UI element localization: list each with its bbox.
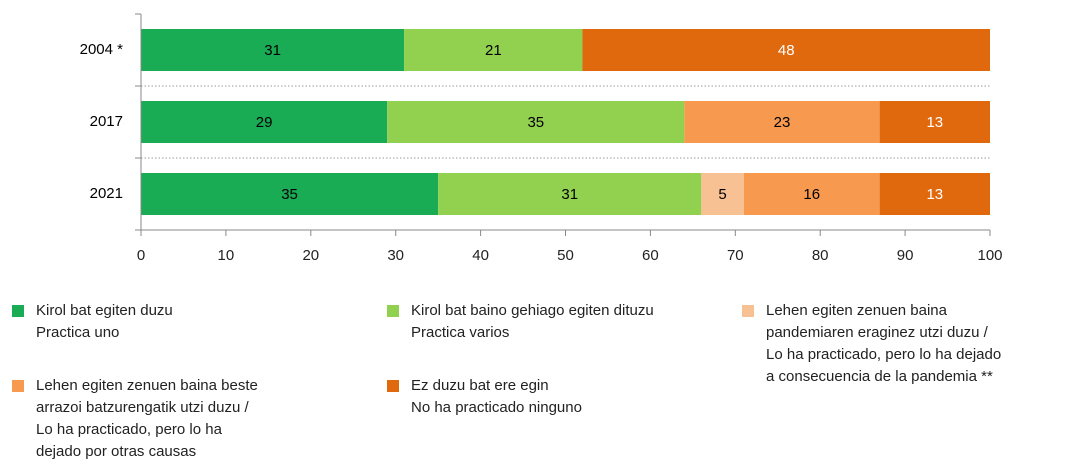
bar-segment (879, 173, 990, 215)
x-tick-label: 70 (727, 247, 744, 264)
data-label: 35 (527, 114, 544, 131)
x-tick-label: 60 (642, 247, 659, 264)
data-label: 13 (926, 114, 943, 131)
data-label: 16 (803, 186, 820, 203)
data-label: 35 (281, 186, 298, 203)
bar-segment (141, 101, 388, 143)
bar-segment (141, 173, 439, 215)
legend-swatch (742, 305, 754, 317)
data-label: 5 (718, 186, 726, 203)
bar-segment (387, 101, 685, 143)
bar-segment (141, 29, 405, 71)
x-tick-label: 20 (302, 247, 319, 264)
y-tick-label: 2021 (90, 185, 123, 202)
legend-swatch (387, 305, 399, 317)
legend-swatch (12, 305, 24, 317)
bar-segment (404, 29, 583, 71)
data-label: 48 (778, 42, 795, 59)
legend-label: Lehen egiten zenuen baina pandemiaren er… (766, 302, 1002, 385)
legend-swatch (12, 380, 24, 392)
x-tick-label: 10 (218, 247, 235, 264)
bar-segment (701, 173, 744, 215)
data-label: 13 (926, 186, 943, 203)
data-label: 21 (485, 42, 502, 59)
x-tick-label: 0 (137, 247, 145, 264)
legend-label: Kirol bat egiten duzu Practica uno (36, 302, 173, 341)
data-label: 31 (264, 42, 281, 59)
data-label: 31 (561, 186, 578, 203)
bar-segment (684, 101, 880, 143)
bar-segment (743, 173, 880, 215)
legend-label: Lehen egiten zenuen baina beste arrazoi … (36, 377, 258, 460)
x-tick-label: 30 (387, 247, 404, 264)
data-label: 23 (774, 114, 791, 131)
bar-segment (879, 101, 990, 143)
bar-segment (438, 173, 702, 215)
x-tick-label: 100 (977, 247, 1002, 264)
bar-segment (582, 29, 990, 71)
plot: 2004 * 31 21 48 2017 29 35 23 13 2021 35 31 5 16 13 0 10… (80, 13, 1003, 264)
x-tick-label: 80 (812, 247, 829, 264)
legend-swatch (387, 380, 399, 392)
legend-label: Ez duzu bat ere egin No ha practicado ni… (411, 377, 582, 416)
y-tick-label: 2004 * (80, 41, 124, 58)
x-tick-label: 40 (472, 247, 489, 264)
x-tick-label: 50 (557, 247, 574, 264)
legend-label: Kirol bat baino gehiago egiten dituzu Pr… (411, 302, 654, 341)
y-tick-label: 2017 (90, 113, 123, 130)
x-tick-label: 90 (897, 247, 914, 264)
data-label: 29 (256, 114, 273, 131)
